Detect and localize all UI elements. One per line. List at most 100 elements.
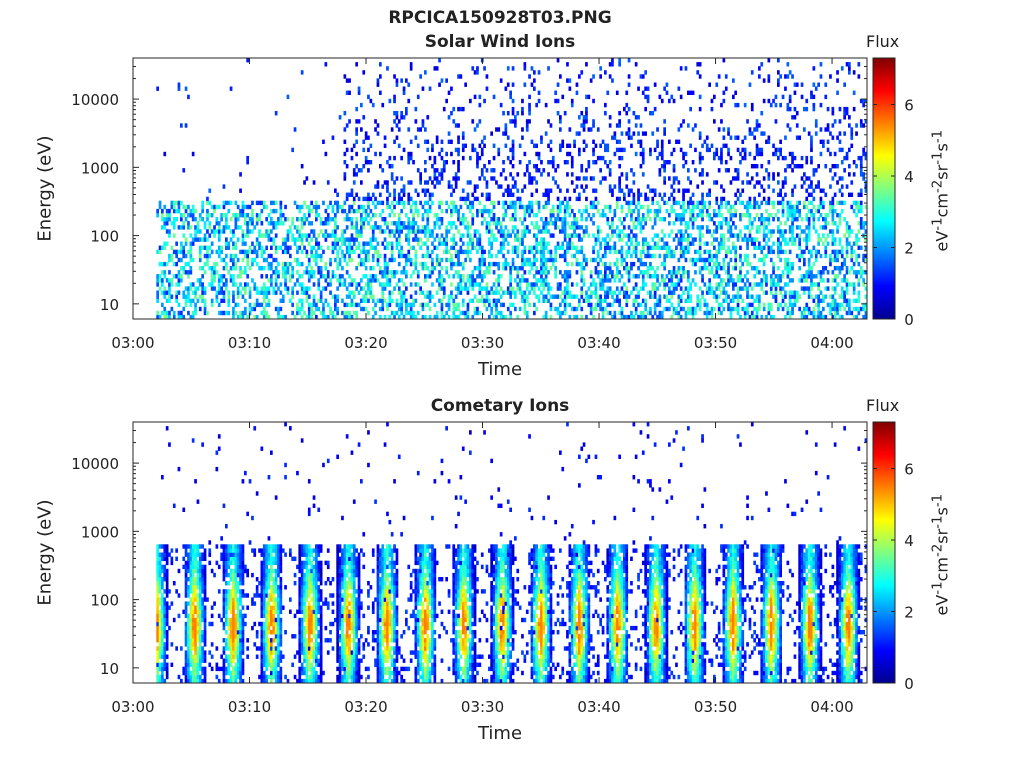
spectrogram-cell — [670, 204, 674, 210]
spectrogram-cell — [722, 58, 726, 63]
spectrogram-cell — [445, 208, 448, 214]
spectrogram-cell — [722, 261, 726, 267]
spectrogram-cell — [217, 204, 221, 210]
spectrogram-cell — [381, 200, 385, 206]
spectrogram-cell — [795, 208, 799, 214]
spectrogram-cell — [701, 257, 704, 263]
spectrogram-cell — [514, 204, 517, 210]
spectrogram-cell — [331, 135, 335, 140]
spectrogram-cell — [341, 253, 344, 259]
spectrogram-cell — [334, 241, 337, 246]
spectrogram-cell — [573, 233, 576, 238]
spectrogram-cell — [698, 241, 702, 246]
spectrogram-cell — [272, 200, 276, 206]
spectrogram-cell — [646, 270, 650, 275]
spectrogram-cell — [720, 160, 723, 165]
spectrogram-cell — [729, 257, 733, 263]
spectrogram-cell — [660, 237, 664, 242]
spectrogram-cell — [559, 245, 562, 250]
spectrogram-cell — [502, 290, 505, 295]
spectrogram-cell — [724, 221, 728, 226]
spectrogram-cell — [201, 266, 204, 271]
spectrogram-cell — [506, 188, 510, 193]
spectrogram-cell — [350, 302, 354, 308]
spectrogram-cell — [345, 225, 349, 230]
spectrogram-cell — [504, 200, 508, 206]
spectrogram-cell — [447, 302, 451, 308]
spectrogram-cell — [232, 278, 235, 283]
spectrogram-cell — [641, 298, 645, 303]
spectrogram-cell — [824, 253, 828, 259]
spectrogram-cell — [613, 229, 617, 234]
spectrogram-cell — [540, 245, 543, 250]
spectrogram-cell — [542, 298, 546, 303]
spectrogram-cell — [542, 221, 546, 226]
spectrogram-cell — [803, 257, 806, 263]
spectrogram-cell — [502, 111, 505, 116]
spectrogram-cell — [698, 94, 702, 100]
spectrogram-cell — [236, 286, 240, 291]
spectrogram-cell — [450, 253, 453, 259]
spectrogram-cell — [732, 176, 735, 181]
spectrogram-cell — [698, 200, 702, 206]
spectrogram-cell — [727, 200, 730, 206]
spectrogram-cell — [435, 168, 439, 173]
spectrogram-cell — [701, 200, 704, 206]
spectrogram-cell — [158, 204, 162, 210]
spectrogram-cell — [400, 200, 403, 206]
spectrogram-cell — [156, 278, 159, 283]
spectrogram-cell — [525, 123, 529, 128]
spectrogram-cell — [585, 204, 588, 210]
spectrogram-cell — [630, 208, 633, 214]
spectrogram-cell — [734, 90, 737, 95]
spectrogram-cell — [229, 86, 233, 91]
spectrogram-cell — [450, 266, 453, 271]
spectrogram-cell — [400, 78, 403, 83]
spectrogram-cell — [175, 282, 178, 287]
spectrogram-cell — [331, 245, 335, 250]
spectrogram-cell — [426, 266, 430, 271]
spectrogram-cell — [722, 298, 726, 303]
spectrogram-cell — [786, 266, 790, 271]
spectrogram-cell — [826, 127, 830, 132]
spectrogram-cell — [466, 274, 470, 279]
spectrogram-cell — [310, 266, 313, 271]
spectrogram-cell — [660, 164, 664, 169]
spectrogram-cell — [656, 266, 659, 271]
spectrogram-cell — [405, 213, 408, 218]
spectrogram-cell — [400, 278, 403, 283]
spectrogram-cell — [409, 261, 413, 267]
spectrogram-cell — [163, 261, 167, 267]
spectrogram-cell — [831, 221, 835, 226]
spectrogram-cell — [741, 278, 745, 283]
spectrogram-cell — [653, 213, 657, 218]
spectrogram-cell — [684, 66, 688, 71]
spectrogram-cell — [649, 208, 652, 214]
spectrogram-cell — [466, 253, 470, 259]
spectrogram-cell — [296, 257, 299, 263]
spectrogram-cell — [573, 294, 576, 299]
spectrogram-cell — [767, 245, 771, 250]
spectrogram-cell — [788, 98, 792, 104]
spectrogram-cell — [561, 225, 565, 230]
spectrogram-cell — [189, 298, 193, 303]
spectrogram-cell — [672, 237, 676, 242]
spectrogram-cell — [817, 298, 820, 303]
spectrogram-cell — [734, 200, 737, 206]
spectrogram-cell — [646, 245, 650, 250]
spectrogram-cell — [402, 282, 406, 287]
spectrogram-cell — [220, 213, 223, 218]
spectrogram-cell — [727, 151, 730, 157]
spectrogram-cell — [687, 188, 690, 193]
spectrogram-cell — [570, 294, 574, 299]
spectrogram-cell — [786, 204, 790, 210]
spectrogram-cell — [627, 188, 631, 193]
spectrogram-cell — [668, 253, 671, 259]
spectrogram-cell — [514, 119, 517, 124]
spectrogram-cell — [371, 253, 375, 259]
spectrogram-cell — [284, 237, 287, 242]
spectrogram-cell — [722, 237, 726, 242]
spectrogram-cell — [831, 270, 835, 275]
spectrogram-cell — [206, 245, 209, 250]
spectrogram-cell — [810, 147, 813, 153]
